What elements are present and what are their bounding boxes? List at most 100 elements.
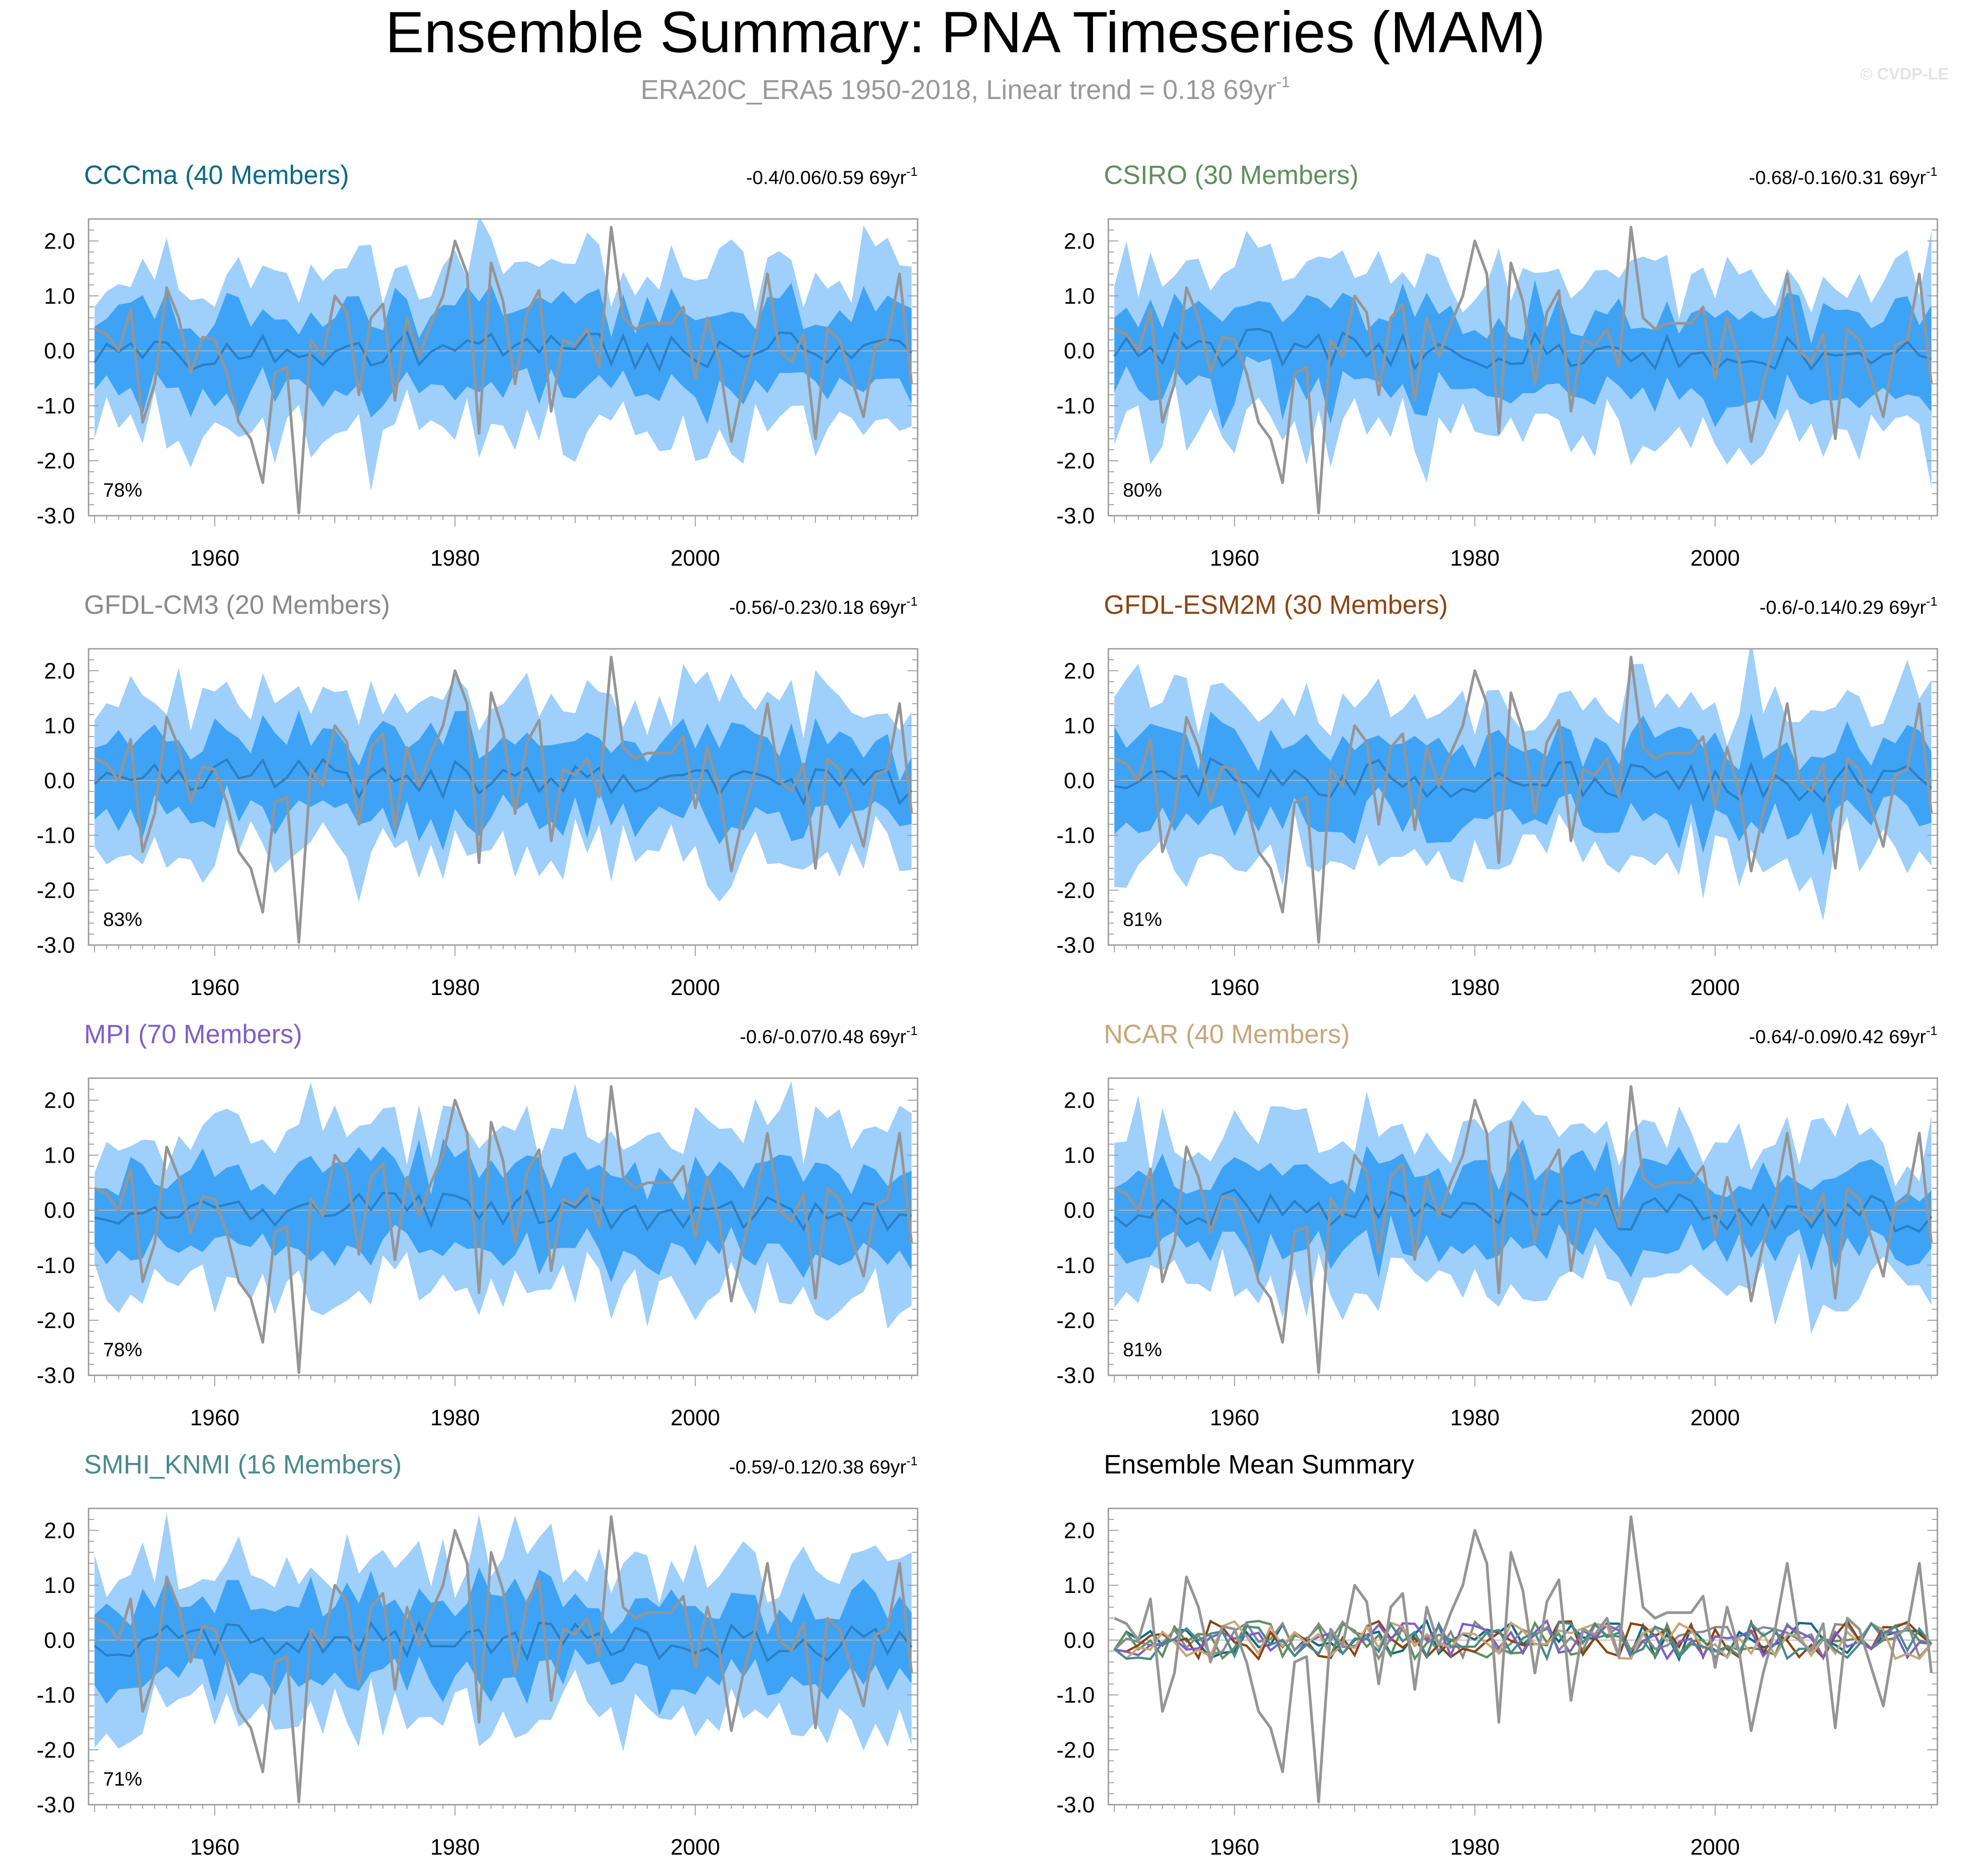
y-tick-label: -1.0 — [1057, 824, 1095, 848]
plot-area — [89, 1081, 918, 1374]
observed-line — [1113, 226, 1933, 514]
y-tick-label: 0.0 — [1064, 339, 1095, 363]
x-tick-label: 2000 — [670, 546, 720, 571]
x-tick-label: 1980 — [1450, 1406, 1499, 1430]
x-tick-label: 1980 — [430, 546, 480, 571]
plot-area — [1108, 649, 1937, 944]
y-tick-label: 1.0 — [44, 1144, 75, 1168]
y-tick-label: 1.0 — [1064, 714, 1095, 738]
spread-band-25-75 — [1114, 712, 1931, 856]
x-tick-label: 1980 — [1450, 546, 1499, 571]
y-tick-label: -2.0 — [37, 1309, 75, 1333]
chart-panel-5: MPI (70 Members) -0.6/-0.07/0.48 69yr-1 2.… — [37, 1020, 918, 1430]
subtitle-sup: -1 — [1276, 74, 1290, 91]
y-tick-label: -1.0 — [37, 1254, 75, 1278]
y-tick-label: -2.0 — [37, 1738, 75, 1762]
y-tick-label: 0.0 — [1064, 1199, 1095, 1223]
chart-panel-2: CSIRO (30 Members) -0.68/-0.16/0.31 69yr-… — [1057, 160, 1938, 571]
plot-area — [89, 219, 918, 514]
plot-area — [89, 656, 918, 944]
x-tick-label: 1980 — [1450, 975, 1499, 1000]
x-tick-label: 1960 — [190, 546, 239, 571]
y-tick-label: 2.0 — [44, 1518, 75, 1543]
y-tick-label: -2.0 — [1057, 1309, 1095, 1333]
y-tick-label: 0.0 — [44, 1199, 75, 1223]
percent-label: 78% — [103, 479, 142, 501]
plot-area — [1108, 226, 1937, 514]
y-tick-label: -2.0 — [1057, 1738, 1095, 1762]
ensemble-mean-line — [94, 1189, 912, 1232]
x-tick-label: 1960 — [190, 1406, 239, 1430]
y-tick-label: 2.0 — [44, 659, 75, 683]
y-tick-label: 2.0 — [1064, 1088, 1095, 1113]
ensemble-mean-line — [94, 1620, 913, 1662]
ensemble-mean-line-smhi_knmi — [1113, 1621, 1932, 1662]
y-tick-label: 0.0 — [1064, 1628, 1095, 1653]
x-tick-label: 1980 — [430, 1835, 480, 1860]
trend-text: -0.64/-0.09/0.42 69yr-1 — [1749, 1024, 1937, 1047]
x-tick-label: 2000 — [1690, 1835, 1740, 1860]
y-tick-label: -3.0 — [1057, 1363, 1095, 1388]
ensemble-mean-line-mpi — [1114, 1619, 1932, 1661]
observed-line — [94, 656, 913, 944]
percent-label: 81% — [1123, 909, 1162, 931]
y-tick-label: 0.0 — [44, 1628, 75, 1653]
x-tick-label: 1960 — [1210, 1835, 1259, 1860]
x-tick-label: 2000 — [670, 1835, 720, 1860]
ensemble-mean-line — [1114, 757, 1932, 803]
y-tick-label: -3.0 — [1057, 504, 1095, 528]
trend-value: -0.56/-0.23/0.18 69yr — [729, 597, 906, 618]
y-tick-label: 0.0 — [1064, 769, 1095, 793]
credit-watermark: © CVDP-LE — [1860, 65, 1949, 83]
y-tick-label: -3.0 — [1057, 1793, 1095, 1817]
observed-line — [1113, 1515, 1933, 1803]
observed-line — [1113, 656, 1933, 944]
y-tick-label: -1.0 — [1057, 394, 1095, 418]
trend-value: -0.68/-0.16/0.31 69yr — [1749, 167, 1926, 188]
trend-text: -0.6/-0.07/0.48 69yr-1 — [740, 1024, 918, 1047]
x-tick-label: 1960 — [190, 975, 239, 1000]
trend-text: -0.4/0.06/0.59 69yr-1 — [746, 164, 918, 188]
plot-area — [89, 1513, 918, 1803]
observed-line — [94, 226, 913, 514]
subtitle: ERA20C_ERA5 1950-2018, Linear trend = 0.… — [640, 74, 1290, 105]
y-tick-label: -2.0 — [37, 449, 75, 473]
y-tick-label: 2.0 — [1064, 229, 1095, 254]
y-tick-label: 1.0 — [44, 1573, 75, 1598]
panel-title: CSIRO (30 Members) — [1104, 160, 1359, 190]
x-tick-label: 1960 — [1210, 975, 1259, 1000]
x-tick-label: 2000 — [1690, 975, 1740, 1000]
trend-text: -0.56/-0.23/0.18 69yr-1 — [729, 594, 918, 618]
plot-area — [1108, 1085, 1937, 1374]
ensemble-mean-line-ncar — [1113, 1620, 1932, 1661]
spread-band-25-75 — [1114, 1139, 1931, 1279]
x-tick-label: 2000 — [1690, 1406, 1740, 1430]
panel-title: CCCma (40 Members) — [84, 160, 349, 190]
percent-label: 78% — [103, 1339, 142, 1361]
x-tick-label: 1980 — [430, 975, 480, 1000]
trend-superscript: -1 — [1926, 164, 1937, 179]
ensemble-mean-line — [94, 330, 913, 373]
trend-text: -0.6/-0.14/0.29 69yr-1 — [1760, 594, 1937, 618]
y-tick-label: 0.0 — [44, 769, 75, 793]
panel-title: MPI (70 Members) — [84, 1020, 302, 1049]
y-tick-label: 1.0 — [1064, 284, 1095, 309]
y-tick-label: 2.0 — [44, 229, 75, 254]
panel-title: Ensemble Mean Summary — [1104, 1450, 1414, 1479]
ensemble-mean-line — [1113, 1188, 1932, 1233]
trend-superscript: -1 — [906, 594, 918, 608]
ensemble-mean-line — [94, 757, 913, 806]
percent-label: 80% — [1123, 479, 1162, 501]
y-tick-label: 0.0 — [44, 339, 75, 363]
observed-line — [94, 1515, 913, 1803]
panel-title: SMHI_KNMI (16 Members) — [84, 1450, 402, 1479]
subtitle-main: ERA20C_ERA5 1950-2018, Linear trend = 0.… — [640, 75, 1276, 105]
y-tick-label: 1.0 — [1064, 1144, 1095, 1168]
y-tick-label: -3.0 — [37, 504, 75, 528]
trend-value: -0.6/-0.07/0.48 69yr — [740, 1026, 907, 1047]
trend-superscript: -1 — [906, 164, 918, 179]
percent-label: 71% — [103, 1768, 142, 1790]
y-tick-label: -3.0 — [37, 1363, 75, 1388]
x-tick-label: 1960 — [1210, 1406, 1259, 1430]
